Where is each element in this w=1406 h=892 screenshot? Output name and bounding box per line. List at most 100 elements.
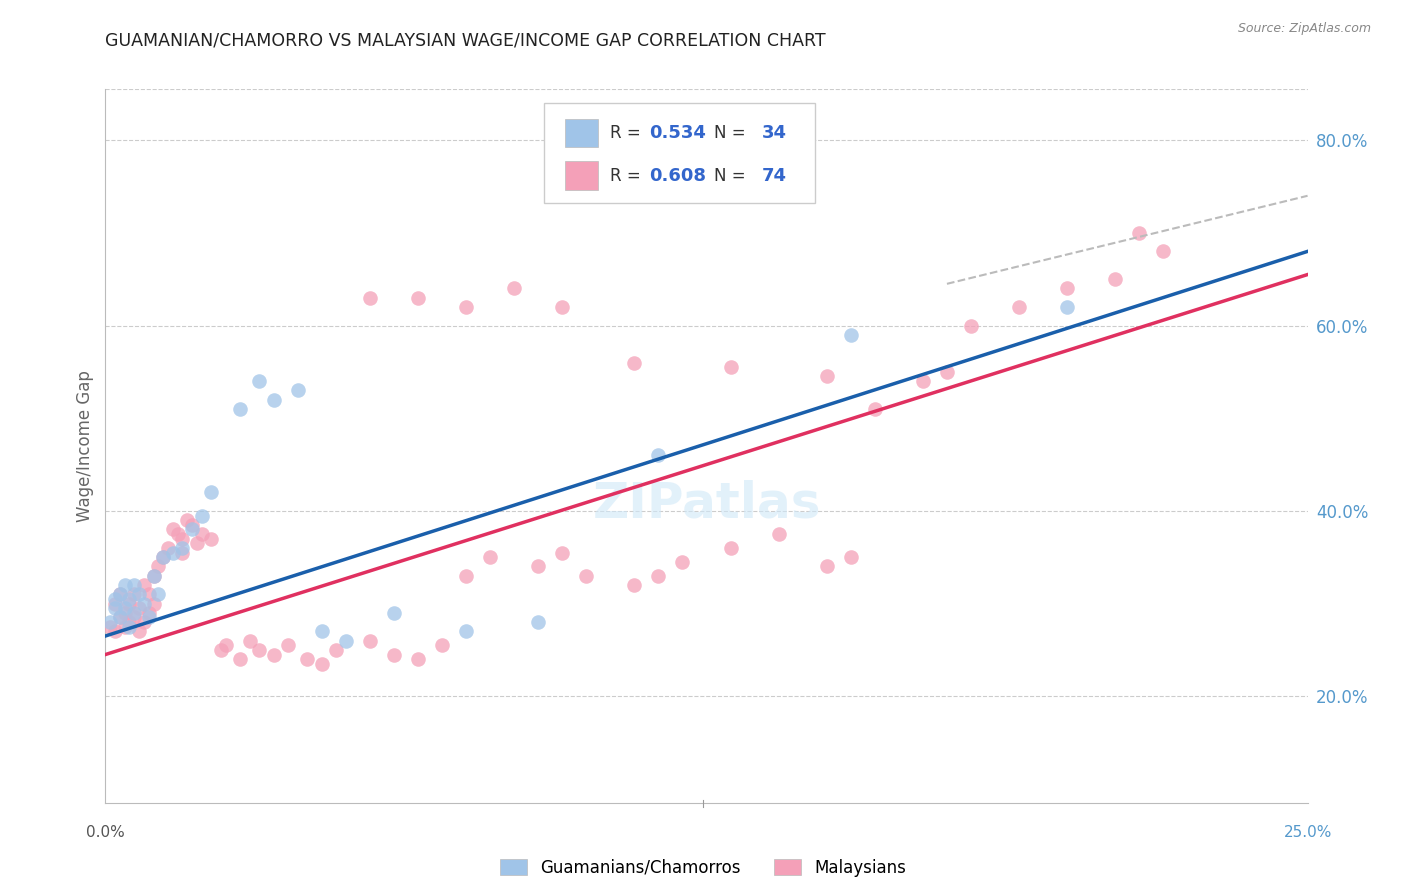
Text: GUAMANIAN/CHAMORRO VS MALAYSIAN WAGE/INCOME GAP CORRELATION CHART: GUAMANIAN/CHAMORRO VS MALAYSIAN WAGE/INC… — [105, 31, 827, 49]
Point — [142, 568, 165, 582]
Point — [1104, 272, 1126, 286]
Point — [142, 597, 165, 611]
Point — [124, 606, 146, 620]
Point — [114, 578, 136, 592]
Text: R =: R = — [610, 124, 647, 142]
Point — [108, 610, 131, 624]
Point — [98, 620, 121, 634]
Point — [118, 620, 141, 634]
Point — [239, 633, 262, 648]
Point — [623, 578, 645, 592]
Point — [172, 532, 194, 546]
Point — [671, 555, 693, 569]
Point — [128, 624, 150, 639]
Point — [1008, 300, 1031, 314]
Point — [124, 578, 146, 592]
Point — [156, 541, 179, 555]
Point — [229, 652, 252, 666]
Point — [311, 657, 333, 671]
Text: 25.0%: 25.0% — [1284, 825, 1331, 840]
Point — [263, 648, 285, 662]
Point — [190, 527, 212, 541]
Point — [108, 587, 131, 601]
Point — [108, 587, 131, 601]
Point — [186, 536, 208, 550]
Point — [936, 365, 959, 379]
Point — [200, 485, 222, 500]
FancyBboxPatch shape — [544, 103, 814, 203]
Point — [200, 532, 222, 546]
Point — [166, 527, 188, 541]
Point — [132, 615, 155, 629]
Point — [960, 318, 983, 333]
Point — [911, 374, 934, 388]
Text: 74: 74 — [762, 167, 787, 185]
Point — [720, 541, 742, 555]
Legend: Guamanians/Chamorros, Malaysians: Guamanians/Chamorros, Malaysians — [501, 858, 905, 877]
Point — [382, 648, 405, 662]
Point — [118, 597, 141, 611]
Point — [148, 559, 170, 574]
Point — [138, 587, 160, 601]
Point — [479, 550, 502, 565]
Point — [551, 545, 574, 559]
Point — [114, 606, 136, 620]
Point — [768, 527, 790, 541]
Text: 0.608: 0.608 — [648, 167, 706, 185]
Point — [176, 513, 198, 527]
Point — [132, 578, 155, 592]
Point — [108, 610, 131, 624]
Point — [647, 568, 669, 582]
Point — [172, 541, 194, 555]
Point — [172, 545, 194, 559]
Point — [647, 448, 669, 462]
Point — [148, 587, 170, 601]
Point — [623, 355, 645, 369]
Point — [162, 545, 184, 559]
Point — [277, 638, 299, 652]
Point — [382, 606, 405, 620]
Point — [104, 601, 127, 615]
Text: N =: N = — [714, 124, 751, 142]
Point — [527, 559, 550, 574]
Point — [287, 384, 309, 398]
Point — [152, 550, 174, 565]
Text: 0.534: 0.534 — [648, 124, 706, 142]
Point — [406, 652, 429, 666]
Point — [104, 591, 127, 606]
Point — [1056, 300, 1078, 314]
Point — [815, 559, 838, 574]
Point — [815, 369, 838, 384]
Point — [454, 300, 477, 314]
Point — [527, 615, 550, 629]
Point — [359, 633, 381, 648]
Text: N =: N = — [714, 167, 751, 185]
Y-axis label: Wage/Income Gap: Wage/Income Gap — [76, 370, 94, 522]
Point — [551, 300, 574, 314]
Point — [454, 624, 477, 639]
Point — [104, 597, 127, 611]
Point — [114, 601, 136, 615]
FancyBboxPatch shape — [565, 161, 599, 190]
Point — [454, 568, 477, 582]
Point — [335, 633, 357, 648]
Point — [190, 508, 212, 523]
Point — [720, 360, 742, 375]
Point — [1056, 281, 1078, 295]
Point — [325, 643, 347, 657]
Text: 0.0%: 0.0% — [86, 825, 125, 840]
Text: Source: ZipAtlas.com: Source: ZipAtlas.com — [1237, 22, 1371, 36]
Point — [839, 550, 862, 565]
Point — [181, 523, 204, 537]
Point — [430, 638, 453, 652]
Point — [247, 374, 270, 388]
FancyBboxPatch shape — [565, 119, 599, 147]
Point — [839, 327, 862, 342]
Point — [124, 587, 146, 601]
Point — [263, 392, 285, 407]
Point — [297, 652, 319, 666]
Point — [247, 643, 270, 657]
Point — [503, 281, 526, 295]
Point — [406, 291, 429, 305]
Text: ZIPatlas: ZIPatlas — [592, 479, 821, 527]
